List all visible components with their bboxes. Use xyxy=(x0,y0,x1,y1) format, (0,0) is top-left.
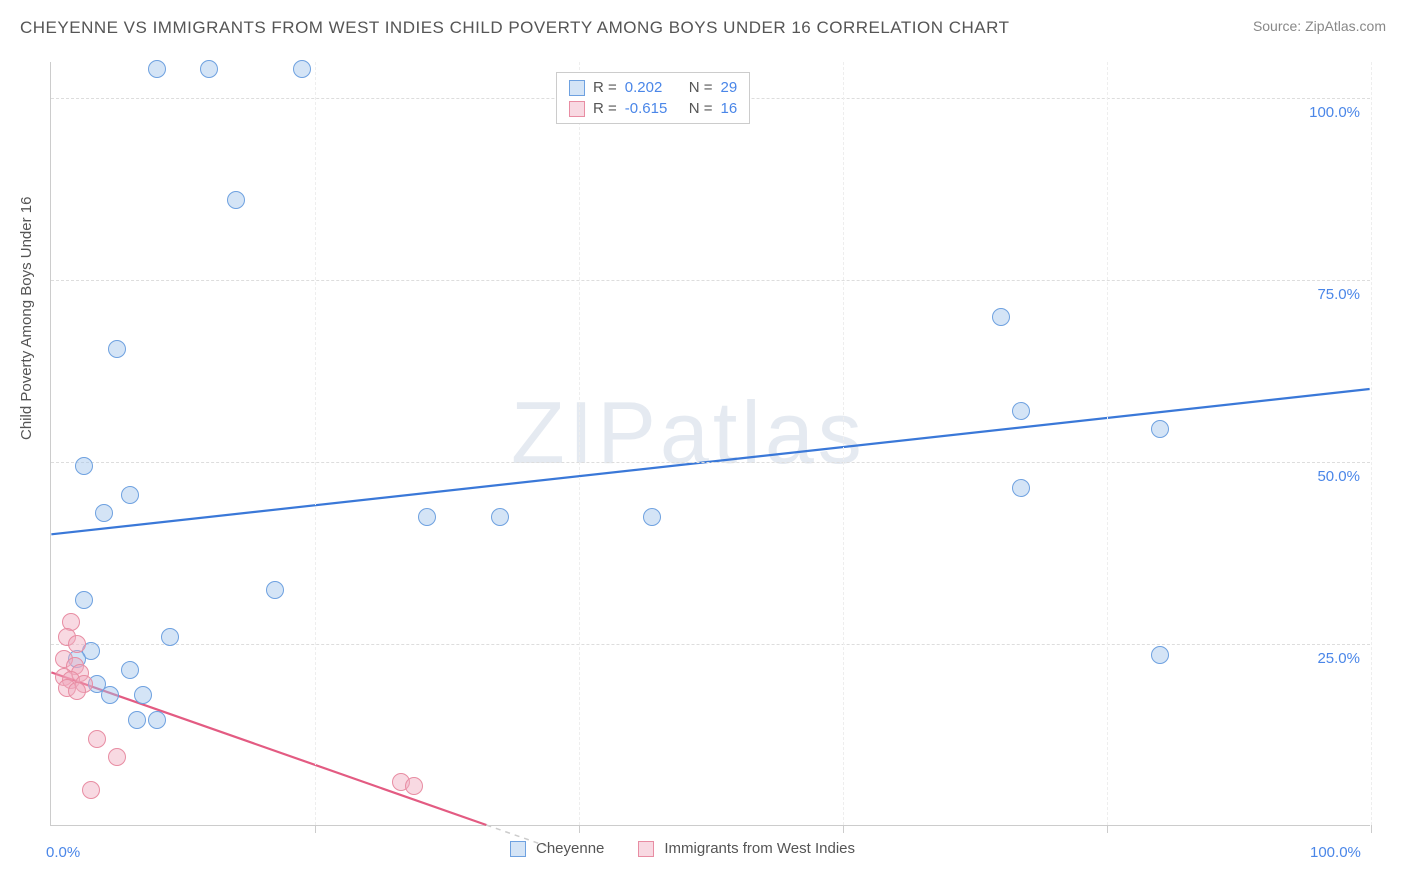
data-point xyxy=(128,711,146,729)
gridline-vertical xyxy=(315,62,316,825)
r-label: R = xyxy=(593,79,617,96)
chart-title: CHEYENNE VS IMMIGRANTS FROM WEST INDIES … xyxy=(20,18,1009,38)
data-point xyxy=(1151,646,1169,664)
data-point xyxy=(992,308,1010,326)
legend-label: Cheyenne xyxy=(536,840,604,857)
legend-swatch xyxy=(569,80,585,96)
gridline-horizontal xyxy=(51,644,1370,645)
data-point xyxy=(68,635,86,653)
data-point xyxy=(121,661,139,679)
data-point xyxy=(1151,420,1169,438)
trend-lines-layer xyxy=(51,62,1370,825)
legend-swatch xyxy=(638,841,654,857)
x-tick xyxy=(1107,825,1108,833)
y-tick-label: 25.0% xyxy=(1300,650,1360,667)
r-value: 0.202 xyxy=(625,79,681,96)
n-value: 16 xyxy=(721,100,738,117)
y-axis-label: Child Poverty Among Boys Under 16 xyxy=(18,197,35,440)
x-tick xyxy=(579,825,580,833)
data-point xyxy=(227,191,245,209)
x-origin-label: 0.0% xyxy=(46,844,80,861)
data-point xyxy=(1012,402,1030,420)
watermark: ZIPatlas xyxy=(511,382,866,484)
data-point xyxy=(134,686,152,704)
data-point xyxy=(293,60,311,78)
n-label: N = xyxy=(689,79,713,96)
data-point xyxy=(75,457,93,475)
y-tick-label: 100.0% xyxy=(1300,104,1360,121)
data-point xyxy=(75,591,93,609)
data-point xyxy=(643,508,661,526)
data-point xyxy=(68,682,86,700)
legend-swatch xyxy=(569,101,585,117)
legend-label: Immigrants from West Indies xyxy=(664,840,855,857)
data-point xyxy=(108,748,126,766)
gridline-vertical xyxy=(1371,62,1372,825)
y-tick-label: 75.0% xyxy=(1300,286,1360,303)
data-point xyxy=(418,508,436,526)
gridline-vertical xyxy=(1107,62,1108,825)
x-tick xyxy=(1371,825,1372,833)
data-point xyxy=(101,686,119,704)
data-point xyxy=(108,340,126,358)
gridline-vertical xyxy=(843,62,844,825)
correlation-legend-row: R = 0.202 N = 29 xyxy=(569,79,737,96)
data-point xyxy=(200,60,218,78)
y-tick-label: 50.0% xyxy=(1300,468,1360,485)
data-point xyxy=(1012,479,1030,497)
series-legend: Cheyenne Immigrants from West Indies xyxy=(510,840,879,857)
data-point xyxy=(148,60,166,78)
n-label: N = xyxy=(689,100,713,117)
gridline-horizontal xyxy=(51,462,1370,463)
n-value: 29 xyxy=(721,79,738,96)
data-point xyxy=(405,777,423,795)
data-point xyxy=(121,486,139,504)
legend-swatch xyxy=(510,841,526,857)
data-point xyxy=(491,508,509,526)
data-point xyxy=(148,711,166,729)
gridline-horizontal xyxy=(51,280,1370,281)
plot-area: ZIPatlas xyxy=(50,62,1370,826)
data-point xyxy=(266,581,284,599)
gridline-vertical xyxy=(579,62,580,825)
data-point xyxy=(95,504,113,522)
data-point xyxy=(161,628,179,646)
source-attribution: Source: ZipAtlas.com xyxy=(1253,18,1386,34)
correlation-legend: R = 0.202 N = 29 R = -0.615 N = 16 xyxy=(556,72,750,124)
r-label: R = xyxy=(593,100,617,117)
r-value: -0.615 xyxy=(625,100,681,117)
correlation-legend-row: R = -0.615 N = 16 xyxy=(569,100,737,117)
data-point xyxy=(88,730,106,748)
x-tick xyxy=(843,825,844,833)
x-tick xyxy=(315,825,316,833)
data-point xyxy=(82,781,100,799)
x-max-label: 100.0% xyxy=(1310,844,1361,861)
